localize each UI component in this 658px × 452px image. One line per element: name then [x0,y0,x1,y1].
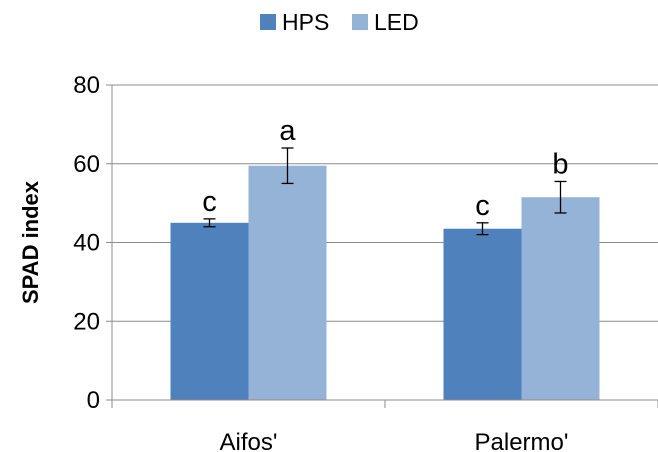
legend-item-hps: HPS [260,9,329,35]
error-bar [476,222,489,236]
y-tick-label: 60 [73,151,100,178]
y-tick-label: 20 [73,308,100,335]
bar-hps-1 [443,228,522,400]
legend-swatch [260,14,276,30]
bar-hps-0 [170,222,249,400]
legend-label: LED [374,9,419,35]
legend-label: HPS [282,9,329,35]
x-tick-label: Aifos' [220,429,278,452]
y-tick-label: 80 [73,72,100,99]
bar-led-0 [248,165,327,400]
y-tick-labels: 0 20 40 60 80 [73,72,100,414]
axes [106,84,658,408]
legend: HPS LED [260,9,419,35]
significance-labels: c a c b [202,115,568,222]
error-bar [281,147,294,185]
error-bar [554,180,567,214]
y-axis-label: SPAD index [18,180,43,304]
error-bar [203,218,216,228]
y-tick-label: 40 [73,230,100,257]
bars [170,165,600,400]
significance-label: c [475,190,490,222]
significance-label: b [552,148,568,180]
significance-label: a [279,115,296,147]
legend-item-led: LED [352,9,419,35]
bar-led-1 [521,197,600,400]
y-tick-label: 0 [87,387,100,414]
x-tick-label: Palermo' [475,429,569,452]
error-bars [203,147,567,236]
significance-label: c [202,186,217,218]
x-tick-labels: Aifos' Palermo' [220,429,569,452]
legend-swatch [352,14,368,30]
